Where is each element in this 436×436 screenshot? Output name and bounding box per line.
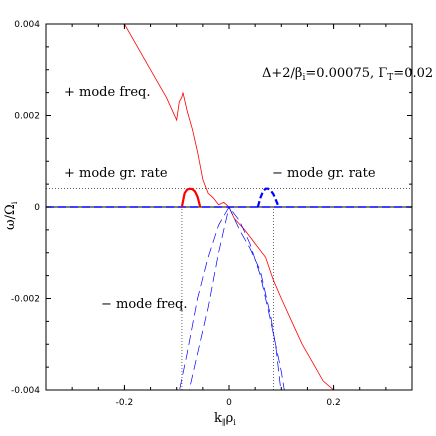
y-tick-label-3: 0.002 [14, 112, 40, 122]
plot-area [46, 24, 412, 390]
y-tick-label-0: -0.004 [11, 386, 40, 396]
params-annotation: Δ+2/βi=0.00075, ΓT=0.02 [262, 66, 433, 83]
series-line-4 [188, 205, 282, 390]
y-tick-label-2: 0 [34, 203, 40, 213]
x-axis-title: k∥ρi [214, 411, 236, 427]
y-tick-label-1: -0.002 [11, 295, 40, 305]
axis-ticks: -0.2 0 0.2 -0.004 -0.002 0 0.002 0.004 [11, 20, 412, 408]
x-tick-label-0: -0.2 [116, 398, 134, 408]
series-line-3 [179, 206, 285, 390]
y-axis-title: ω/Ωi [3, 201, 19, 230]
series-line-2 [256, 187, 280, 208]
plus-mode-gr-rate-label: + mode gr. rate [64, 166, 168, 181]
y-tick-label-4: 0.004 [14, 20, 40, 30]
plus-mode-freq-label: + mode freq. [64, 85, 151, 100]
series-line-0 [124, 24, 334, 390]
series-line-1 [180, 187, 202, 208]
minus-mode-freq-label: − mode freq. [101, 297, 188, 312]
x-tick-label-1: 0 [226, 398, 232, 408]
x-tick-label-2: 0.2 [326, 398, 340, 408]
minus-mode-gr-rate-label: − mode gr. rate [272, 166, 376, 181]
